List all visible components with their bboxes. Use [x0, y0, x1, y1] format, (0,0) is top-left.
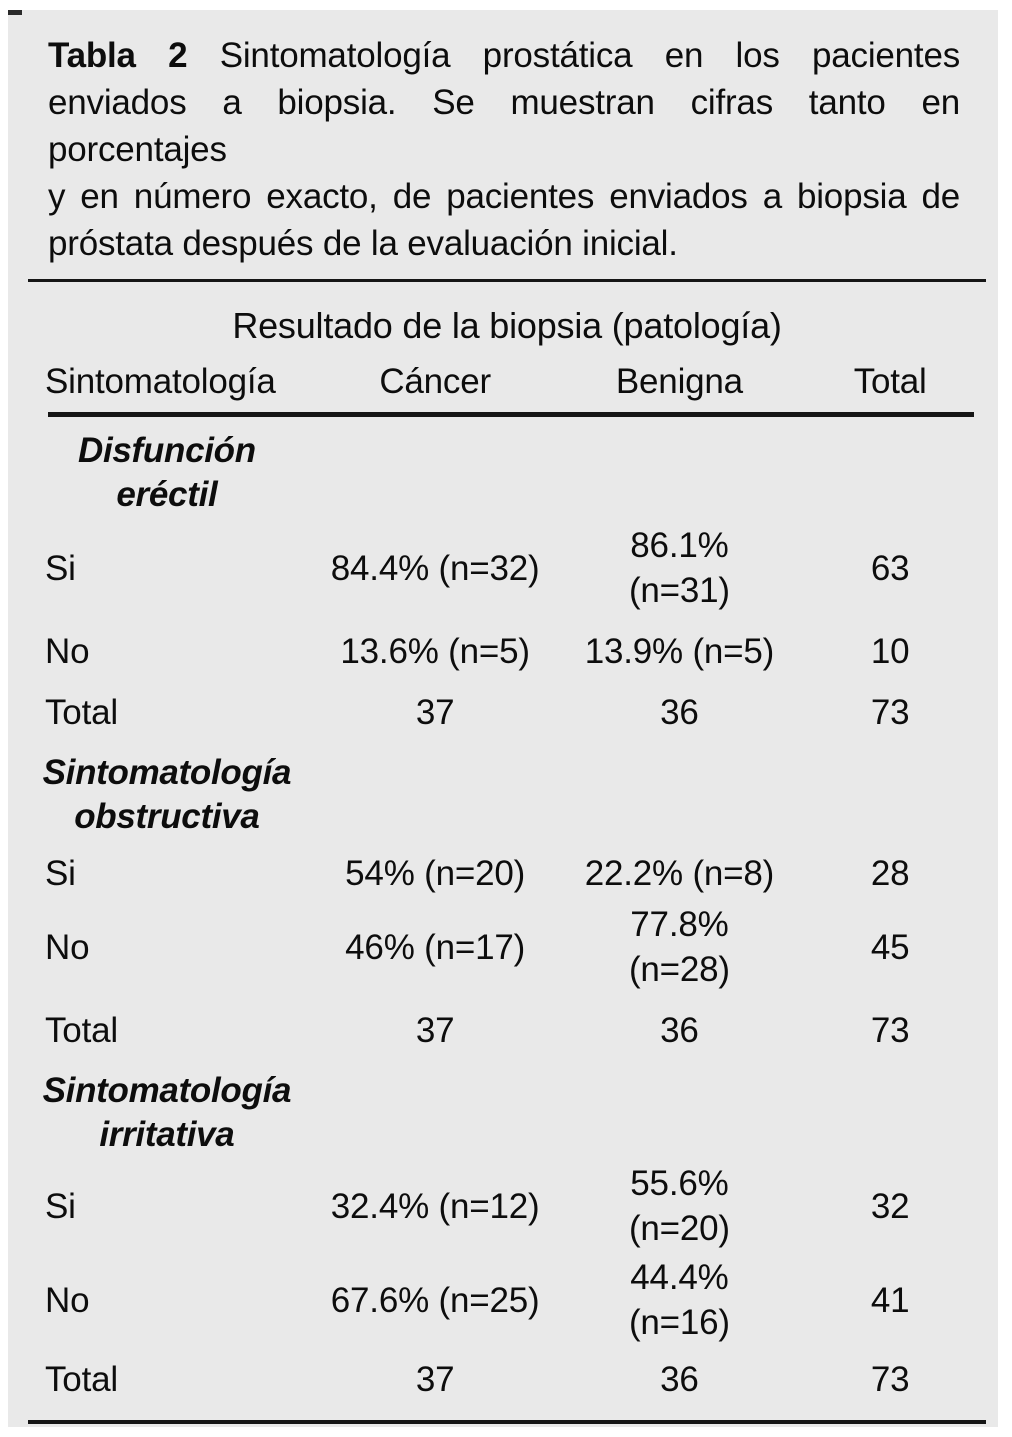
caption-line-1-text: Sintomatología prostática en los pacient… — [219, 36, 961, 75]
divider-header — [48, 412, 974, 417]
divider-top — [28, 279, 986, 282]
table-row: Total 37 36 73 — [28, 690, 986, 735]
cell-benigna: 55.6% (n=20) — [628, 1164, 730, 1248]
cell-cancer: 67.6% (n=25) — [330, 1280, 540, 1320]
table-caption: Tabla 2 Sintomatología prostática en los… — [8, 10, 998, 267]
section-title: Disfunción eréctil — [77, 431, 256, 514]
section-title: Sintomatología irritativa — [42, 1071, 292, 1154]
cell-total: 73 — [870, 1011, 910, 1050]
row-label: Si — [45, 548, 76, 588]
cell-total: 28 — [870, 854, 910, 893]
table-panel: Tabla 2 Sintomatología prostática en los… — [8, 10, 998, 1427]
column-header-total: Total — [853, 362, 927, 401]
cell-cancer: 32.4% (n=12) — [330, 1186, 540, 1226]
row-label: No — [45, 1280, 90, 1320]
column-header-row: Sintomatología Cáncer Benigna Total — [28, 360, 986, 404]
row-label: Total — [45, 1360, 118, 1399]
cell-cancer: 84.4% (n=32) — [330, 548, 540, 588]
row-label: Total — [45, 1011, 118, 1050]
caption-line-4: próstata después de la evaluación inicia… — [48, 224, 678, 263]
section-title: Sintomatología obstructiva — [42, 753, 292, 836]
cell-benigna: 13.9% (n=5) — [584, 632, 775, 671]
cell-total: 10 — [870, 632, 910, 671]
column-header-cancer: Cáncer — [379, 362, 491, 401]
cell-total: 45 — [870, 927, 910, 967]
cell-benigna: 77.8% (n=28) — [628, 905, 730, 989]
cell-benigna: 22.2% (n=8) — [584, 854, 775, 893]
column-header-benigna: Benigna — [615, 362, 743, 401]
cell-total: 63 — [870, 548, 910, 588]
row-label: Si — [45, 854, 76, 893]
cell-cancer: 54% (n=20) — [345, 854, 526, 893]
cell-total: 41 — [870, 1280, 910, 1320]
cell-total: 32 — [870, 1186, 910, 1226]
table-row: Si 32.4% (n=12) 55.6% (n=20) 32 — [28, 1161, 986, 1251]
scan-artifact-mark — [8, 10, 22, 15]
cell-benigna: 36 — [660, 693, 699, 732]
table-row: Si 84.4% (n=32) 86.1% (n=31) 63 — [28, 523, 986, 613]
column-header-sintomatologia: Sintomatología — [45, 362, 276, 401]
cell-benigna: 86.1% (n=31) — [628, 526, 730, 610]
table-row: Si 54% (n=20) 22.2% (n=8) 28 — [28, 851, 986, 896]
cell-cancer: 13.6% (n=5) — [340, 632, 530, 671]
row-label: No — [45, 927, 90, 967]
caption-line-3: y en número exacto, de pacientes enviado… — [48, 177, 960, 216]
cell-cancer: 37 — [415, 1360, 455, 1399]
column-group-header: Resultado de la biopsia (patología) — [232, 305, 782, 346]
section-title-row: Disfunción eréctil — [28, 429, 986, 517]
table: Resultado de la biopsia (patología) Sint… — [28, 306, 986, 1402]
row-label: Total — [45, 693, 118, 732]
row-label: Si — [45, 1186, 76, 1226]
divider-bottom — [28, 1420, 986, 1424]
table-row: No 67.6% (n=25) 44.4% (n=16) 41 — [28, 1255, 986, 1345]
cell-benigna: 44.4% (n=16) — [628, 1258, 730, 1342]
cell-benigna: 36 — [660, 1011, 699, 1050]
caption-line-2: enviados a biopsia. Se muestran cifras t… — [48, 83, 960, 169]
cell-cancer: 37 — [415, 1011, 455, 1050]
table-row: No 13.6% (n=5) 13.9% (n=5) 10 — [28, 629, 986, 674]
cell-cancer: 46% (n=17) — [345, 927, 526, 967]
table-row: Total 37 36 73 — [28, 1008, 986, 1053]
section-title-row: Sintomatología irritativa — [28, 1069, 986, 1157]
cell-benigna: 36 — [660, 1360, 699, 1399]
table-row: No 46% (n=17) 77.8% (n=28) 45 — [28, 902, 986, 992]
caption-table-label: Tabla 2 — [48, 36, 188, 75]
caption-line-1: Tabla 2 Sintomatología prostática en los… — [48, 32, 960, 79]
cell-cancer: 37 — [415, 693, 455, 732]
cell-total: 73 — [870, 693, 910, 732]
table-row: Total 37 36 73 — [28, 1357, 986, 1402]
cell-total: 73 — [870, 1360, 910, 1399]
row-label: No — [45, 632, 90, 671]
section-title-row: Sintomatología obstructiva — [28, 751, 986, 839]
